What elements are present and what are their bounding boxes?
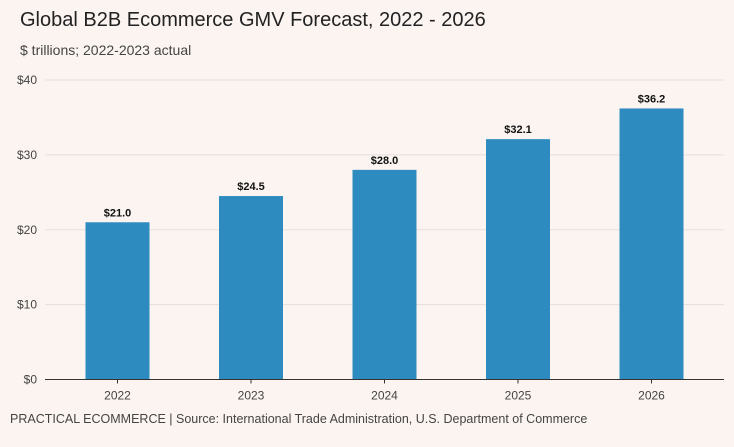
data-label-2023: $24.5 bbox=[237, 181, 265, 193]
footer-source: PRACTICAL ECOMMERCE | Source: Internatio… bbox=[10, 412, 588, 426]
x-axis-ticks: 2022 2023 2024 2025 2026 bbox=[104, 379, 665, 403]
bar-2023 bbox=[219, 196, 283, 380]
y-tick-label: $20 bbox=[17, 223, 37, 237]
bar-2024 bbox=[352, 169, 417, 380]
data-label-2022: $21.0 bbox=[104, 207, 132, 219]
data-label-2025: $32.1 bbox=[504, 124, 532, 136]
bar-2022 bbox=[85, 222, 150, 380]
data-label-2026: $36.2 bbox=[638, 93, 666, 105]
data-labels: $21.0 $24.5 $28.0 $32.1 $36.2 bbox=[104, 93, 666, 219]
y-tick-label: $0 bbox=[24, 373, 38, 387]
y-tick-label: $10 bbox=[17, 298, 37, 312]
data-label-2024: $28.0 bbox=[371, 155, 399, 167]
chart-title: Global B2B Ecommerce GMV Forecast, 2022 … bbox=[20, 9, 486, 31]
bar-2026 bbox=[619, 108, 684, 380]
bars bbox=[85, 108, 684, 380]
x-tick-label: 2026 bbox=[638, 389, 665, 403]
chart-subtitle: $ trillions; 2022-2023 actual bbox=[20, 42, 192, 58]
bar-2025 bbox=[486, 139, 550, 380]
x-tick-label: 2024 bbox=[371, 389, 398, 403]
x-tick-label: 2022 bbox=[104, 389, 131, 403]
y-tick-label: $40 bbox=[17, 73, 37, 87]
y-tick-label: $30 bbox=[17, 148, 37, 162]
x-tick-label: 2025 bbox=[505, 389, 532, 403]
x-tick-label: 2023 bbox=[238, 389, 265, 403]
y-axis-ticks: $0 $10 $20 $30 $40 bbox=[17, 73, 37, 387]
